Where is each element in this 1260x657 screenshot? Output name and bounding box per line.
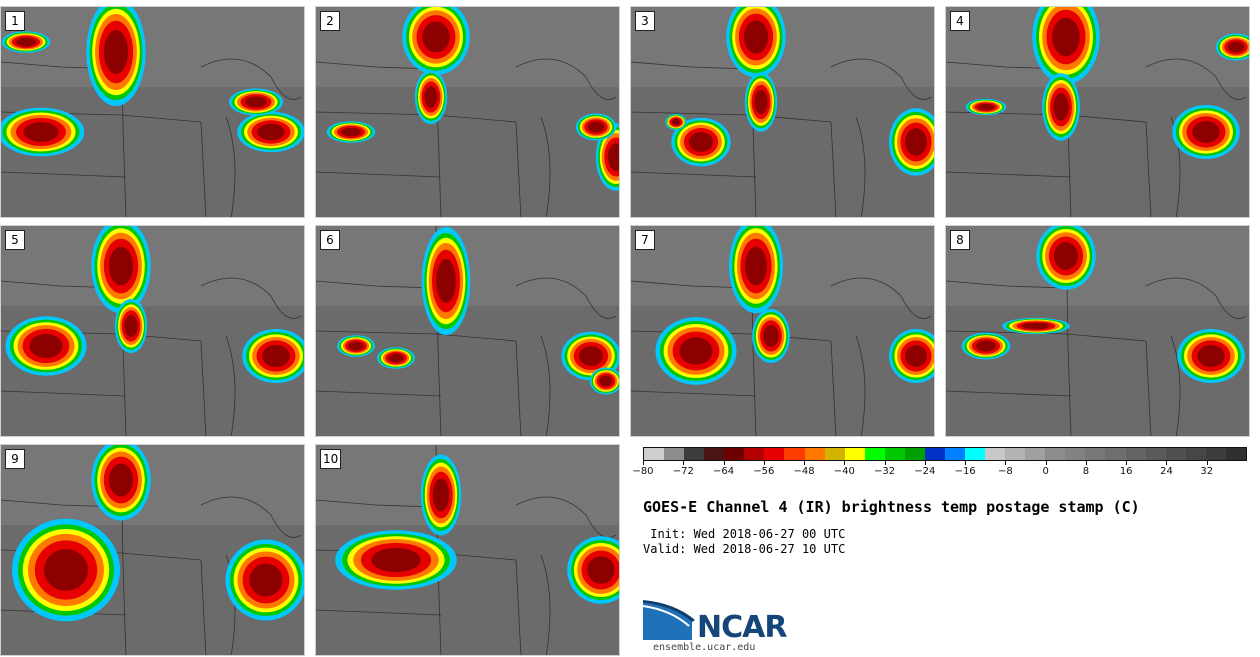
colorbar-swatch: [724, 448, 745, 460]
postage-stamp-panel-2: 2: [315, 6, 620, 218]
colorbar-tick-mark: [643, 461, 644, 465]
colorbar-swatch: [744, 448, 765, 460]
colorbar-tick-mark: [844, 461, 846, 465]
colorbar-tick-mark: [763, 461, 765, 465]
postage-stamp-panel-6: 6: [315, 225, 620, 437]
colorbar-tick-label: −8: [998, 466, 1013, 477]
panel-number: 4: [950, 11, 970, 31]
ir-map: [316, 445, 619, 655]
colorbar-swatch: [704, 448, 725, 460]
colorbar-tick-label: −16: [954, 466, 976, 477]
panel-number: 6: [320, 230, 340, 250]
colorbar-tick-label: −72: [672, 466, 694, 477]
colorbar-swatch: [924, 448, 945, 460]
colorbar-ticks: −80 −72 −64 −56 −48 −40 −32 −24 −16 −8 0 8 16 24 32: [632, 461, 1247, 481]
colorbar-swatch: [864, 448, 885, 460]
colorbar-tick-label: −56: [753, 466, 775, 477]
colorbar-swatch: [1145, 448, 1166, 460]
colorbar-swatch: [1085, 448, 1106, 460]
colorbar-tick-label: 24: [1160, 466, 1173, 477]
colorbar-swatch: [644, 448, 665, 460]
colorbar-swatch: [784, 448, 805, 460]
panel-number: 7: [635, 230, 655, 250]
colorbar-swatch: [1025, 448, 1046, 460]
ir-map: [1, 7, 304, 217]
ir-map: [946, 226, 1249, 436]
colorbar-swatch: [904, 448, 925, 460]
colorbar-tick-label: −64: [712, 466, 735, 477]
colorbar-tick-mark: [683, 461, 685, 465]
ir-map: [1, 226, 304, 436]
colorbar-tick-label: −48: [793, 466, 815, 477]
colorbar-swatch: [804, 448, 825, 460]
panel-number: 1: [5, 11, 25, 31]
panel-number: 9: [5, 449, 25, 469]
colorbar-swatch: [1125, 448, 1146, 460]
panel-number: 2: [320, 11, 340, 31]
colorbar-swatch: [1045, 448, 1066, 460]
colorbar-swatch: [1205, 448, 1226, 460]
colorbar-swatch: [1005, 448, 1026, 460]
figure-title: GOES-E Channel 4 (IR) brightness temp po…: [643, 498, 1140, 516]
colorbar-tick-mark: [804, 461, 806, 465]
ensemble-url: ensemble.ucar.edu: [653, 642, 756, 653]
panel-number: 3: [635, 11, 655, 31]
panel-number: 10: [320, 449, 342, 469]
colorbar-tick-label: −32: [874, 466, 896, 477]
colorbar-tick-mark: [1126, 461, 1128, 465]
postage-stamp-panel-4: 4: [945, 6, 1250, 218]
ir-map: [316, 7, 619, 217]
colorbar-swatch: [965, 448, 986, 460]
colorbar-swatch: [1165, 448, 1186, 460]
colorbar-tick-mark: [1206, 461, 1208, 465]
colorbar-swatch: [944, 448, 965, 460]
logo-wordmark: NCAR: [697, 610, 787, 645]
colorbar-tick-label: 8: [1082, 466, 1090, 477]
colorbar-tick-label: −40: [833, 466, 855, 477]
colorbar-tick-mark: [1005, 461, 1007, 465]
panel-number: 5: [5, 230, 25, 250]
ir-map: [946, 7, 1249, 217]
colorbar-swatch: [764, 448, 785, 460]
colorbar-tick-label: 16: [1119, 466, 1133, 477]
postage-stamp-panel-3: 3: [630, 6, 935, 218]
postage-stamp-panel-7: 7: [630, 225, 935, 437]
colorbar-tick-mark: [924, 461, 926, 465]
colorbar-swatch: [824, 448, 845, 460]
panel-number: 8: [950, 230, 970, 250]
colorbar-tick-mark: [965, 461, 967, 465]
ir-map: [631, 226, 934, 436]
colorbar-tick-mark: [1166, 461, 1168, 465]
colorbar-swatch: [1185, 448, 1206, 460]
colorbar-tick-label: 0: [1042, 466, 1049, 477]
ir-map: [1, 445, 304, 655]
postage-stamp-panel-9: 9: [0, 444, 305, 656]
init-time: Init: Wed 2018-06-27 00 UTC: [643, 527, 846, 541]
colorbar-swatch: [1065, 448, 1086, 460]
colorbar-tick-mark: [723, 461, 725, 465]
colorbar-swatch: [985, 448, 1006, 460]
colorbar: [643, 447, 1247, 461]
colorbar-swatch: [1105, 448, 1126, 460]
colorbar-swatch: [1225, 448, 1246, 460]
colorbar-tick-label: −80: [632, 466, 654, 477]
colorbar-swatch: [664, 448, 685, 460]
colorbar-tick-mark: [1085, 461, 1087, 465]
colorbar-swatch: [684, 448, 705, 460]
postage-stamp-panel-8: 8: [945, 225, 1250, 437]
colorbar-tick-label: 32: [1200, 466, 1214, 477]
colorbar-tick-mark: [1045, 461, 1047, 465]
ir-map: [631, 7, 934, 217]
postage-stamp-panel-5: 5: [0, 225, 305, 437]
valid-time: Valid: Wed 2018-06-27 10 UTC: [643, 542, 846, 556]
colorbar-swatch: [884, 448, 905, 460]
postage-stamp-panel-10: 10: [315, 444, 620, 656]
ncar-logo-icon: [643, 600, 695, 640]
colorbar-swatch: [844, 448, 865, 460]
postage-stamp-panel-1: 1: [0, 6, 305, 218]
colorbar-tick-mark: [884, 461, 886, 465]
colorbar-tick-label: −24: [914, 466, 936, 477]
ir-map: [316, 226, 619, 436]
